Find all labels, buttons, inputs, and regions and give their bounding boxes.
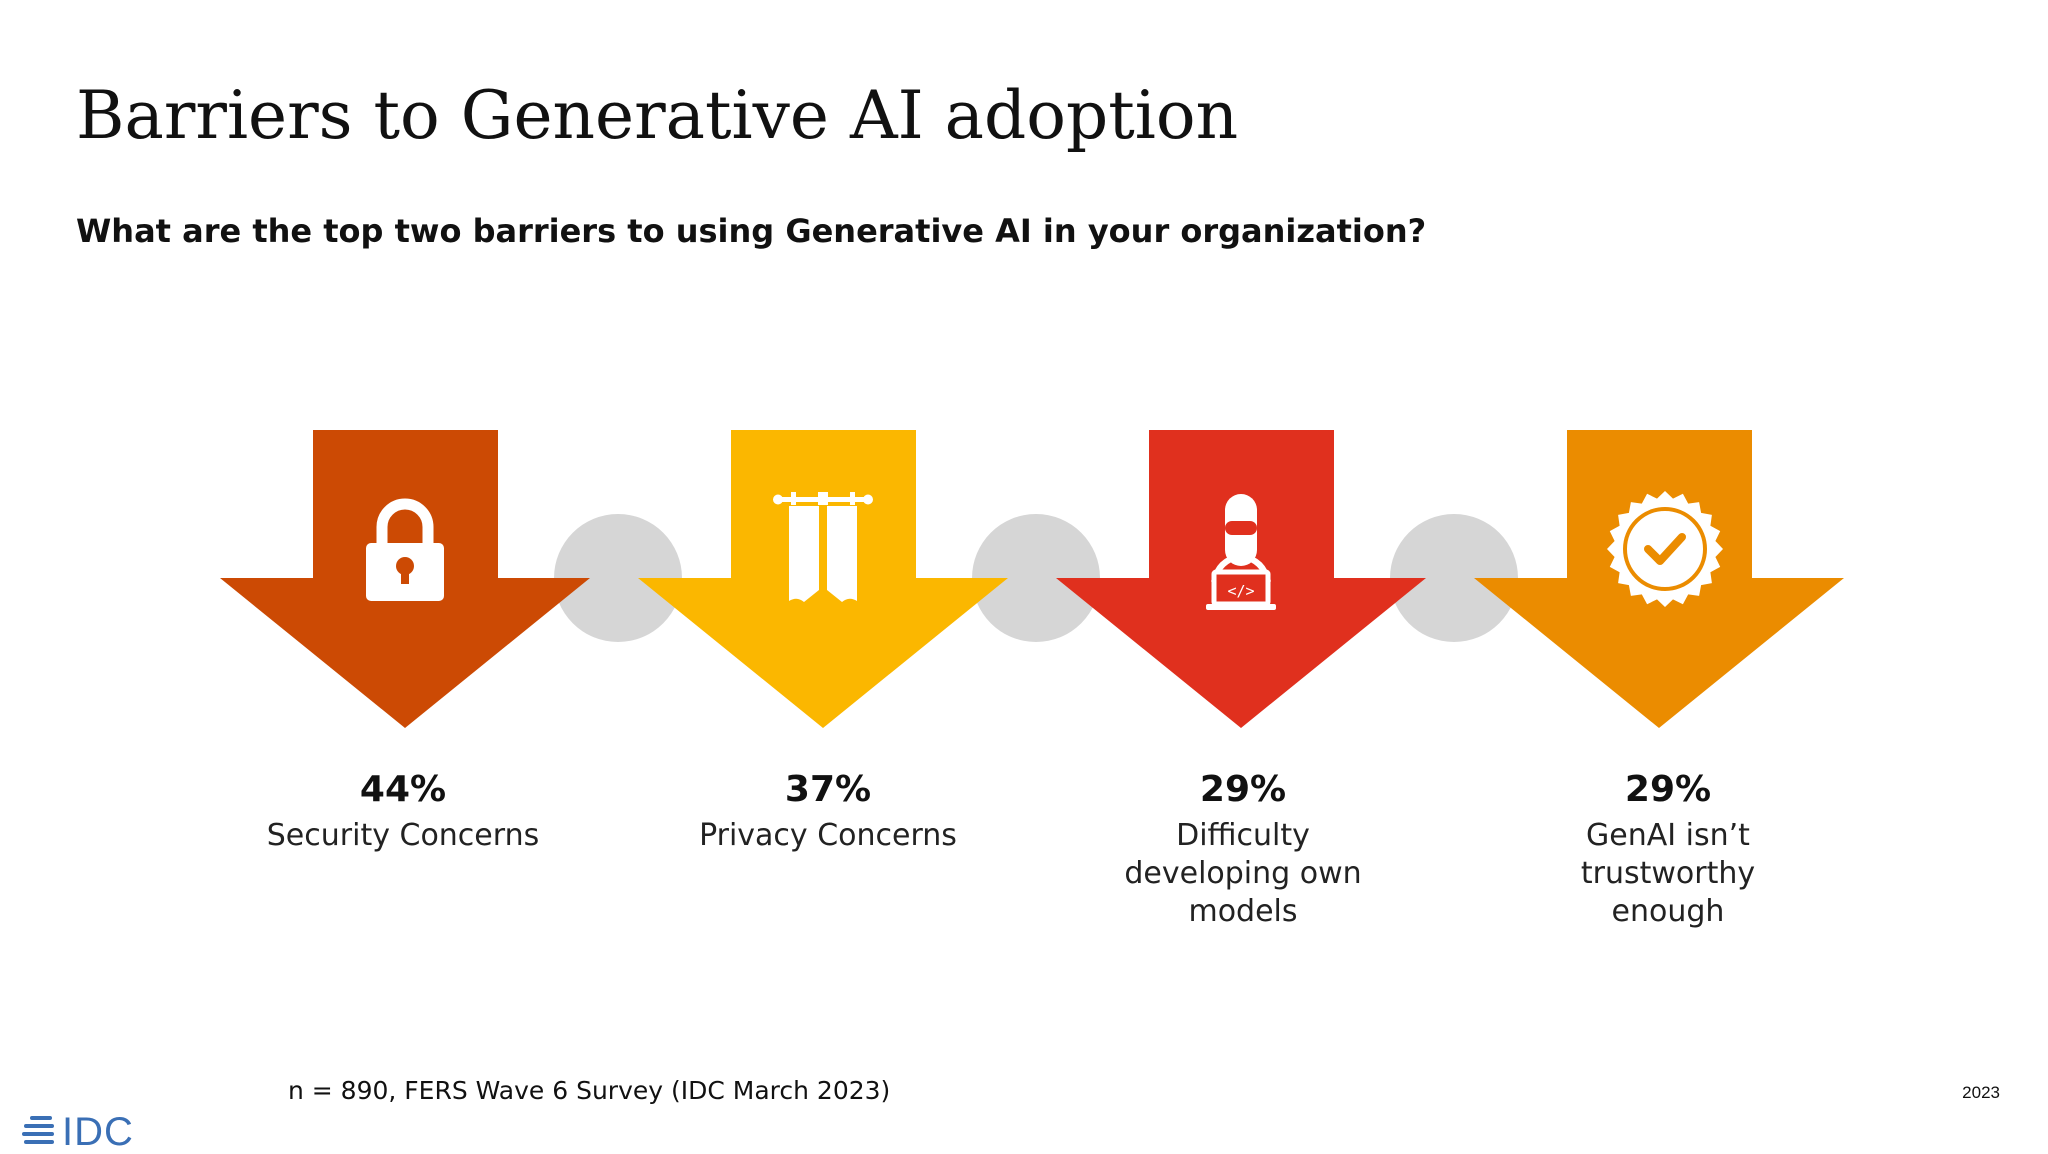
barrier-arrow [220, 430, 590, 728]
barrier-arrow [1474, 430, 1844, 728]
description-line: models [1188, 894, 1298, 930]
connector-circle [1390, 514, 1518, 642]
logo-mark-icon [22, 1116, 54, 1144]
connector-circle [972, 514, 1100, 642]
barrier-description: Privacy Concerns [668, 817, 988, 855]
survey-question: What are the top two barriers to using G… [76, 212, 1427, 250]
barrier-label: 29% GenAI isn’t trustworthy enough [1508, 768, 1828, 931]
barrier-percent: 29% [1624, 769, 1712, 810]
barrier-description: GenAI isn’t trustworthy enough [1508, 817, 1828, 931]
barrier-arrow: </> [1056, 430, 1426, 728]
verified-badge-icon [1607, 491, 1723, 607]
description-line: Privacy Concerns [699, 818, 957, 854]
arrow-shape [638, 430, 1008, 728]
barrier-label: 29% Difficulty developing own models [1083, 768, 1403, 931]
curtain-icon [773, 492, 873, 602]
svg-text:</>: </> [1227, 582, 1254, 600]
logo-wordmark: IDC [62, 1110, 134, 1154]
barrier-percent: 37% [784, 769, 872, 810]
description-line: developing own [1124, 856, 1362, 892]
barrier-description: Security Concerns [243, 817, 563, 855]
description-line: Security Concerns [266, 818, 540, 854]
barrier-arrow [638, 430, 1008, 728]
idc-logo: IDC [22, 1112, 134, 1152]
padlock-icon [366, 498, 444, 601]
barrier-label: 44% Security Concerns [243, 768, 563, 855]
page-title: Barriers to Generative AI adoption [76, 77, 1239, 154]
barrier-percent: 29% [1199, 769, 1287, 810]
description-line: enough [1611, 894, 1725, 930]
barrier-label: 37% Privacy Concerns [668, 768, 988, 855]
barrier-description: Difficulty developing own models [1083, 817, 1403, 931]
description-line: trustworthy [1580, 856, 1756, 892]
description-line: GenAI isn’t [1586, 818, 1750, 854]
connector-circle [554, 514, 682, 642]
source-note: n = 890, FERS Wave 6 Survey (IDC March 2… [288, 1076, 891, 1105]
year-label: 2023 [1962, 1083, 2000, 1102]
barrier-percent: 44% [359, 769, 447, 810]
coder-icon: </> [1206, 494, 1276, 610]
description-line: Difficulty [1176, 818, 1310, 854]
